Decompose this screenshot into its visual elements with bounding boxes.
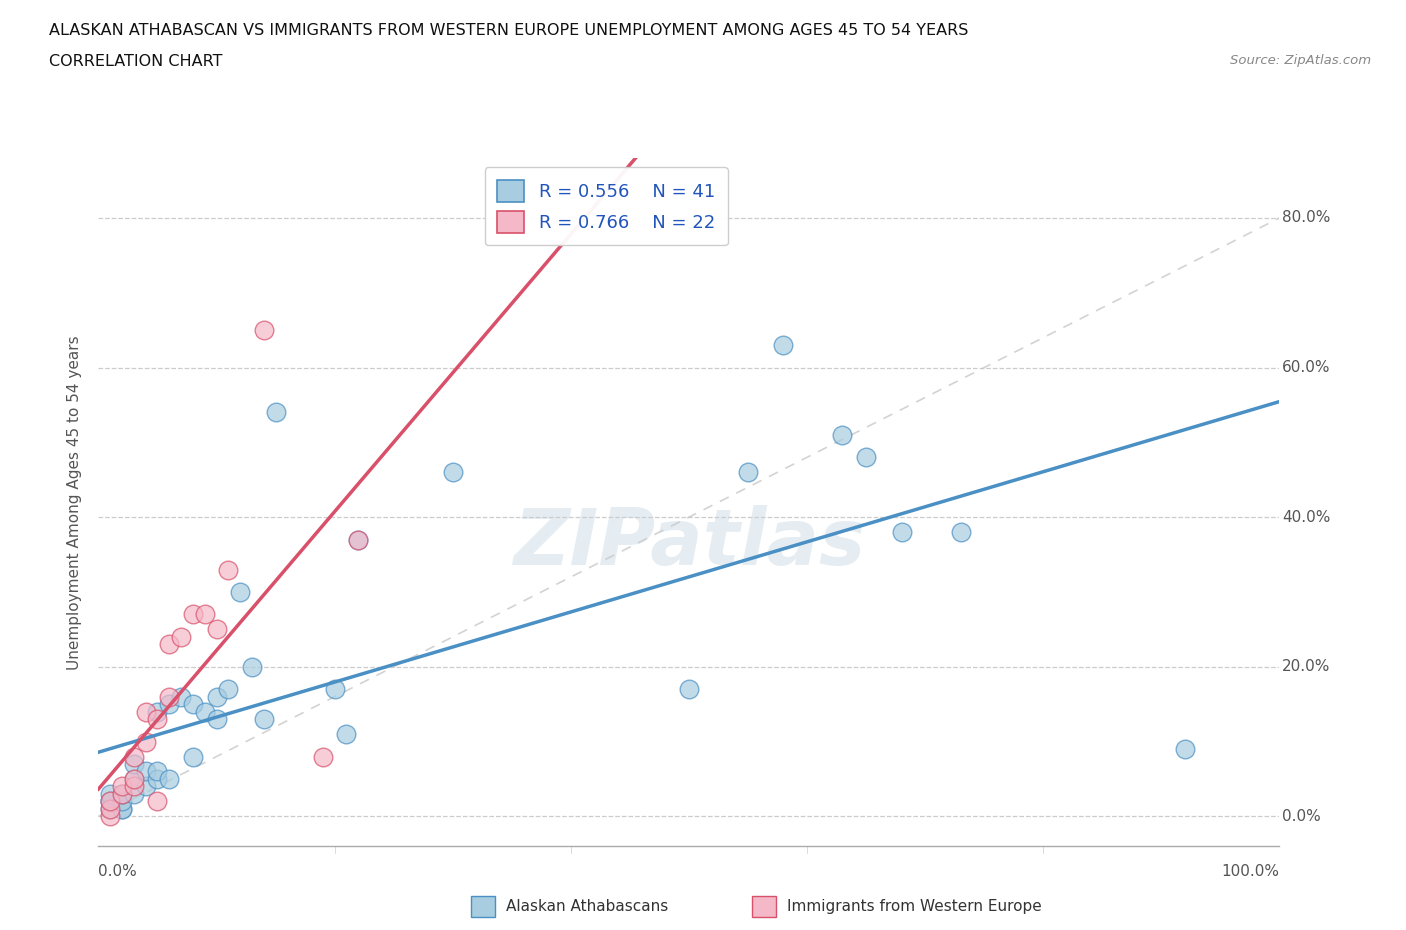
Point [217, 682, 239, 697]
Point [890, 525, 912, 539]
Point [111, 802, 134, 817]
Legend: R = 0.556    N = 41, R = 0.766    N = 22: R = 0.556 N = 41, R = 0.766 N = 22 [485, 167, 728, 246]
Point [181, 697, 204, 711]
Point [335, 726, 357, 741]
Point [205, 711, 228, 726]
Point [949, 525, 972, 539]
Point [678, 682, 700, 697]
Text: 100.0%: 100.0% [1222, 863, 1279, 879]
Point [122, 757, 145, 772]
Point [98, 794, 121, 809]
Point [229, 585, 252, 600]
Point [323, 682, 346, 697]
Point [312, 749, 335, 764]
Text: ZIPatlas: ZIPatlas [513, 506, 865, 581]
Text: Alaskan Athabascans: Alaskan Athabascans [506, 899, 668, 914]
Point [181, 749, 204, 764]
Point [135, 764, 157, 779]
Point [122, 749, 145, 764]
Point [135, 704, 157, 719]
Point [205, 689, 228, 704]
Point [1174, 741, 1197, 756]
Point [441, 465, 464, 480]
Point [135, 779, 157, 794]
Point [240, 659, 263, 674]
Point [122, 787, 145, 802]
Point [146, 704, 169, 719]
Point [111, 787, 134, 802]
Point [98, 802, 121, 817]
Point [194, 607, 217, 622]
Point [253, 323, 276, 338]
Point [347, 532, 370, 547]
Point [157, 772, 180, 787]
Point [111, 787, 134, 802]
Text: 40.0%: 40.0% [1282, 510, 1330, 525]
Point [194, 704, 217, 719]
Point [122, 772, 145, 787]
Y-axis label: Unemployment Among Ages 45 to 54 years: Unemployment Among Ages 45 to 54 years [67, 335, 83, 670]
Point [347, 532, 370, 547]
Point [146, 794, 169, 809]
Text: 60.0%: 60.0% [1282, 360, 1330, 375]
Point [146, 772, 169, 787]
Point [111, 779, 134, 794]
Point [111, 802, 134, 817]
Text: 20.0%: 20.0% [1282, 659, 1330, 674]
Point [772, 338, 794, 352]
Point [170, 689, 193, 704]
Point [831, 428, 853, 443]
Text: 80.0%: 80.0% [1282, 210, 1330, 225]
Point [253, 711, 276, 726]
Point [157, 689, 180, 704]
Text: ALASKAN ATHABASCAN VS IMMIGRANTS FROM WESTERN EUROPE UNEMPLOYMENT AMONG AGES 45 : ALASKAN ATHABASCAN VS IMMIGRANTS FROM WE… [49, 23, 969, 38]
Point [264, 405, 287, 419]
Point [122, 779, 145, 794]
Text: Immigrants from Western Europe: Immigrants from Western Europe [787, 899, 1042, 914]
Point [146, 711, 169, 726]
Point [205, 622, 228, 637]
Point [98, 809, 121, 824]
Point [122, 772, 145, 787]
Point [98, 794, 121, 809]
Point [157, 697, 180, 711]
Point [111, 794, 134, 809]
Point [181, 607, 204, 622]
Text: CORRELATION CHART: CORRELATION CHART [49, 54, 222, 69]
Point [98, 802, 121, 817]
Text: 0.0%: 0.0% [1282, 809, 1320, 824]
Point [170, 630, 193, 644]
Point [98, 787, 121, 802]
Point [217, 562, 239, 577]
Point [146, 764, 169, 779]
Text: 0.0%: 0.0% [98, 863, 138, 879]
Point [157, 637, 180, 652]
Point [737, 465, 759, 480]
Point [855, 450, 877, 465]
Point [135, 734, 157, 749]
Point [98, 794, 121, 809]
Text: Source: ZipAtlas.com: Source: ZipAtlas.com [1230, 54, 1371, 67]
